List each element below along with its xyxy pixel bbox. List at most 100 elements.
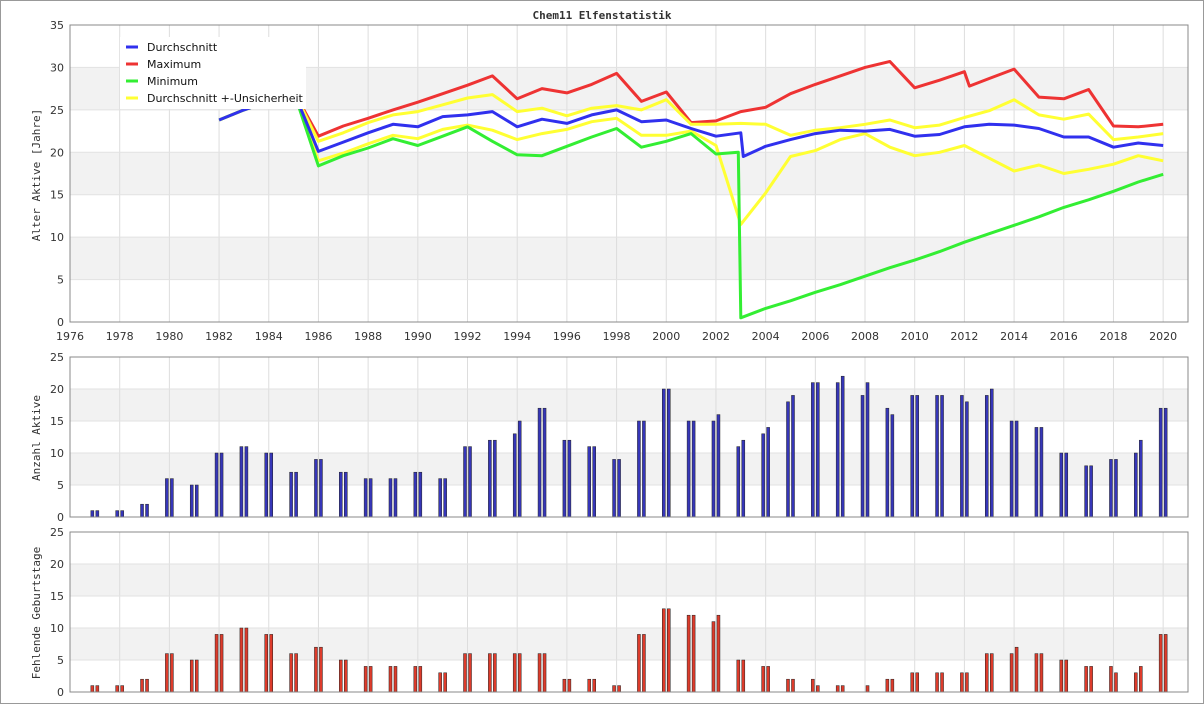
- legend-label-max: Maximum: [147, 58, 201, 71]
- bar: [368, 478, 373, 518]
- bar: [95, 510, 100, 518]
- y-tick-label: 5: [57, 274, 64, 287]
- bar: [840, 685, 845, 693]
- bar: [1134, 672, 1138, 693]
- bar: [786, 401, 790, 518]
- x-tick-label: 1986: [304, 330, 332, 343]
- bar: [567, 439, 572, 518]
- y-tick-label: 0: [57, 511, 64, 524]
- bar: [463, 653, 467, 693]
- plot-frame: [69, 531, 1189, 693]
- bar: [214, 452, 219, 518]
- bar: [1109, 459, 1113, 518]
- bar: [890, 414, 895, 518]
- bar: [885, 407, 890, 518]
- age-line-chart-panel: 0 5 10 15 20 25 30 35 Alter Aktive [Jahre] 1976 19…: [30, 19, 1189, 343]
- x-tick-label: 2002: [702, 330, 730, 343]
- x-tick-label: 2006: [801, 330, 829, 343]
- y-tick-label: 15: [50, 189, 64, 202]
- bar: [393, 666, 398, 693]
- bar: [493, 439, 497, 518]
- bar: [761, 433, 765, 518]
- bar: [637, 634, 641, 693]
- grid-band: [70, 564, 1188, 596]
- bar: [388, 666, 393, 693]
- bar: [269, 634, 274, 693]
- bar: [1158, 634, 1163, 693]
- x-tick-label: 1984: [255, 330, 283, 343]
- bar: [761, 666, 765, 693]
- bar: [388, 478, 393, 518]
- bar: [468, 446, 472, 518]
- legend-label-avg: Durchschnitt: [147, 41, 218, 54]
- bar: [537, 407, 542, 518]
- bar: [1139, 666, 1143, 693]
- bar: [612, 685, 616, 693]
- bar: [816, 685, 820, 693]
- bar: [1064, 452, 1069, 518]
- bar: [90, 510, 95, 518]
- x-tick-label: 2016: [1050, 330, 1078, 343]
- y-axis-label: Anzahl Aktive: [30, 395, 43, 481]
- bar: [170, 478, 174, 518]
- bar: [617, 459, 621, 518]
- bar: [1084, 465, 1088, 518]
- y-tick-label: 30: [50, 61, 64, 74]
- bar: [1034, 653, 1039, 693]
- series-line-avg: [218, 89, 1164, 158]
- series-line-min: [218, 89, 1164, 320]
- bar: [294, 471, 298, 518]
- bar: [339, 659, 343, 693]
- bar: [120, 685, 124, 693]
- bar: [1158, 407, 1163, 518]
- bar: [314, 459, 318, 518]
- grid-band: [70, 237, 1188, 280]
- bar: [592, 678, 596, 693]
- bar: [885, 678, 890, 693]
- bar: [1089, 465, 1093, 518]
- x-tick-label: 2004: [752, 330, 780, 343]
- bar: [314, 646, 318, 693]
- bar: [194, 659, 199, 693]
- bar: [667, 388, 671, 518]
- bar: [239, 446, 244, 518]
- y-tick-label: 25: [50, 526, 64, 539]
- bar: [691, 614, 696, 693]
- bar: [567, 678, 572, 693]
- y-tick-label: 0: [57, 686, 64, 699]
- bar: [189, 659, 194, 693]
- bar: [219, 452, 224, 518]
- bar: [493, 653, 497, 693]
- y-tick-label: 20: [50, 383, 64, 396]
- bar: [344, 659, 348, 693]
- bar: [686, 420, 691, 518]
- x-tick-label: 1976: [56, 330, 84, 343]
- bar: [617, 685, 621, 693]
- grid-band: [70, 628, 1188, 660]
- y-tick-label: 15: [50, 590, 64, 603]
- bar: [393, 478, 398, 518]
- x-tick-label: 2010: [901, 330, 929, 343]
- bar: [438, 478, 442, 518]
- bar: [1114, 672, 1118, 693]
- bar: [120, 510, 124, 518]
- bar: [662, 388, 666, 518]
- x-tick-label: 2012: [950, 330, 978, 343]
- bar: [816, 382, 820, 518]
- bar: [239, 627, 244, 693]
- bar: [1163, 407, 1168, 518]
- bar: [716, 614, 721, 693]
- plot-area: [70, 532, 1188, 692]
- bar: [940, 395, 944, 518]
- bar: [488, 653, 492, 693]
- bar: [865, 382, 870, 518]
- bar: [95, 685, 100, 693]
- bar: [468, 653, 472, 693]
- x-tick-label: 1988: [354, 330, 382, 343]
- series-line-max: [218, 60, 1164, 138]
- bar: [1163, 634, 1168, 693]
- bar: [413, 471, 418, 518]
- bar: [1009, 653, 1014, 693]
- bar: [289, 653, 293, 693]
